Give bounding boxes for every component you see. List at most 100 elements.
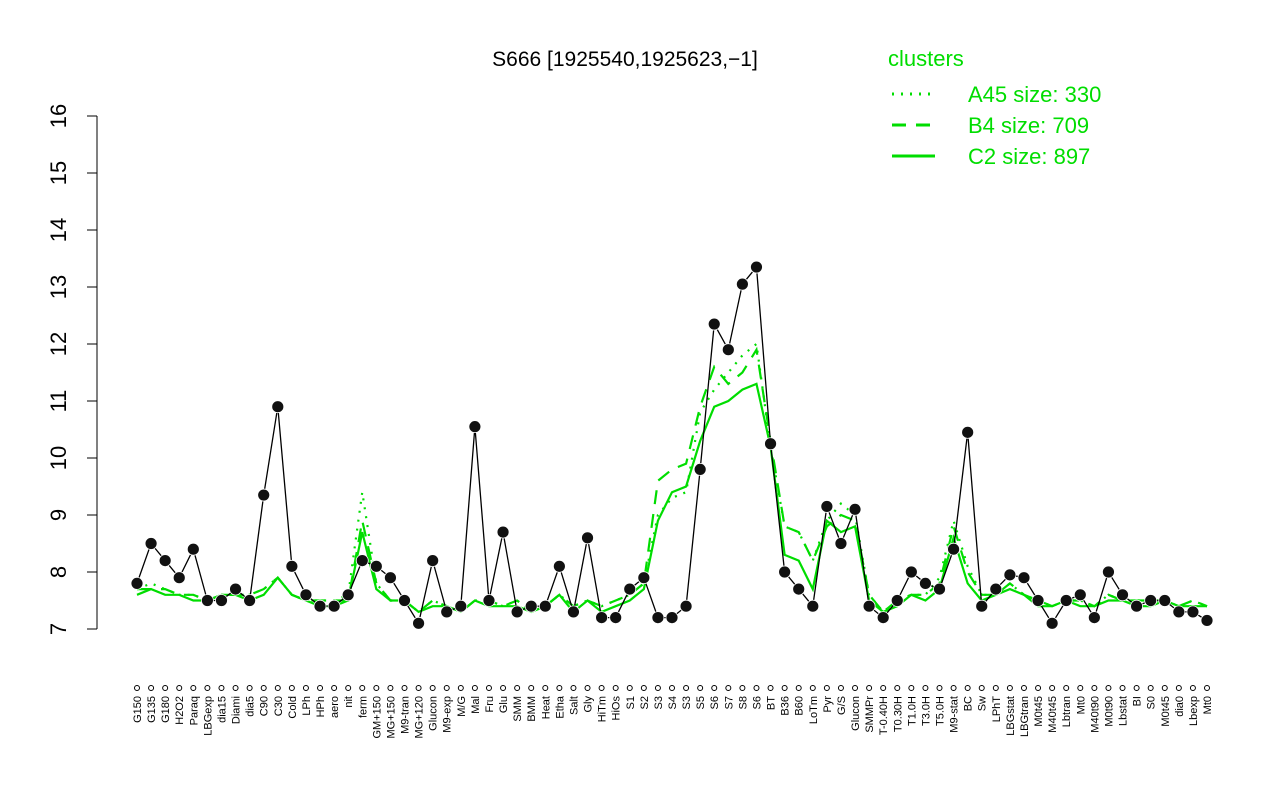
rug-marker bbox=[908, 685, 915, 691]
x-tick-label: LBGexp bbox=[202, 696, 214, 736]
rug-marker bbox=[570, 685, 577, 691]
x-tick-label: S3 bbox=[681, 696, 693, 709]
x-tick-label: S1 bbox=[625, 696, 637, 709]
rug-marker bbox=[823, 685, 830, 691]
rug-marker bbox=[556, 685, 563, 691]
rug-marker bbox=[162, 685, 169, 691]
x-tick-label: MG+150 bbox=[385, 696, 397, 739]
rug-marker bbox=[1020, 685, 1027, 691]
x-tick-label: S8 bbox=[737, 696, 749, 709]
point bbox=[820, 500, 834, 513]
x-tick-label: S6 bbox=[751, 696, 763, 709]
rug-marker bbox=[260, 685, 267, 691]
point bbox=[721, 343, 735, 357]
rug-marker bbox=[218, 685, 225, 691]
x-tick-label: LoTm bbox=[808, 696, 820, 724]
point bbox=[679, 599, 693, 613]
x-tick-label: Lbtran bbox=[1061, 696, 1073, 727]
point bbox=[482, 594, 496, 607]
x-tick-label: MG+120 bbox=[414, 696, 426, 739]
x-tick-label: H2O2 bbox=[174, 696, 186, 725]
point bbox=[707, 317, 721, 331]
y-tick-label: 15 bbox=[46, 161, 71, 185]
point bbox=[327, 599, 341, 613]
point bbox=[299, 588, 313, 602]
point bbox=[313, 599, 327, 613]
rug-marker bbox=[1204, 685, 1210, 691]
x-tick-label: LPhT bbox=[991, 696, 1003, 723]
rug-marker bbox=[612, 685, 619, 691]
point bbox=[890, 594, 904, 607]
point bbox=[792, 582, 806, 596]
rug-marker bbox=[373, 685, 380, 691]
x-tick-label: BT bbox=[766, 696, 778, 710]
rug-marker bbox=[894, 685, 901, 691]
point bbox=[186, 542, 200, 556]
x-tick-label: S3 bbox=[653, 696, 665, 709]
rug-marker bbox=[598, 685, 605, 691]
point bbox=[496, 525, 510, 539]
point bbox=[750, 260, 763, 274]
rug-marker bbox=[992, 685, 999, 691]
point bbox=[904, 565, 918, 579]
cluster-line bbox=[137, 346, 1208, 614]
rug-marker bbox=[471, 685, 478, 691]
x-tick-label: G135 bbox=[146, 696, 158, 723]
rug-marker bbox=[1105, 685, 1112, 691]
rug-marker bbox=[640, 685, 647, 691]
point bbox=[947, 542, 960, 556]
point bbox=[651, 611, 665, 624]
point bbox=[665, 611, 679, 624]
x-tick-label: B60 bbox=[794, 696, 806, 716]
x-tick-label: T0.30H bbox=[892, 696, 904, 732]
x-tick-label: S5 bbox=[695, 696, 707, 709]
x-tick-label: Mal bbox=[470, 696, 482, 714]
x-tick-label: T1.0H bbox=[906, 696, 918, 726]
x-tick-label: S6 bbox=[709, 696, 721, 709]
rug-marker bbox=[134, 685, 140, 691]
x-tick-label: BI bbox=[1132, 696, 1144, 706]
x-tick-label: aero bbox=[329, 696, 341, 718]
rug-marker bbox=[697, 685, 704, 691]
rug-marker bbox=[866, 685, 873, 691]
x-tick-label: M9-tran bbox=[400, 696, 412, 734]
rug-marker bbox=[457, 685, 464, 691]
x-tick-label: Glu bbox=[498, 696, 510, 713]
rug-marker bbox=[485, 685, 492, 691]
point bbox=[989, 582, 1003, 596]
x-tick-label: S0 bbox=[1146, 696, 1158, 709]
point bbox=[1087, 611, 1101, 624]
y-tick-label: 14 bbox=[46, 218, 71, 242]
point bbox=[1059, 594, 1073, 607]
x-tick-label: dia15 bbox=[216, 696, 228, 723]
point bbox=[468, 420, 482, 434]
x-tick-label: dia5 bbox=[245, 696, 257, 717]
x-tick-label: Lbexp bbox=[1188, 696, 1200, 726]
rug-marker bbox=[683, 685, 690, 691]
y-tick-label: 16 bbox=[46, 104, 71, 128]
rug-marker bbox=[345, 685, 352, 691]
x-tick-label: ferm bbox=[357, 696, 369, 718]
point bbox=[454, 599, 468, 613]
x-tick-label: LPh bbox=[301, 696, 313, 716]
point bbox=[876, 611, 890, 624]
point bbox=[271, 400, 285, 414]
x-tick-label: M40t45 bbox=[1047, 696, 1059, 733]
x-tick-label: S7 bbox=[723, 696, 735, 709]
rug-marker bbox=[514, 685, 521, 691]
rug-marker bbox=[725, 685, 732, 691]
expression-line bbox=[136, 265, 1208, 625]
point bbox=[426, 554, 440, 567]
rug-marker bbox=[500, 685, 507, 691]
x-tick-label: M/G bbox=[456, 696, 468, 717]
point bbox=[144, 537, 158, 550]
point bbox=[369, 559, 383, 573]
rug-marker bbox=[1147, 685, 1154, 691]
rug-marker bbox=[274, 685, 281, 691]
rug-marker bbox=[302, 685, 309, 691]
point bbox=[229, 582, 242, 596]
x-tick-label: M0t45 bbox=[1160, 696, 1172, 727]
x-tick-label: BMM bbox=[526, 696, 538, 722]
rug-marker bbox=[584, 685, 591, 691]
x-tick-label: M9-exp bbox=[442, 696, 454, 733]
